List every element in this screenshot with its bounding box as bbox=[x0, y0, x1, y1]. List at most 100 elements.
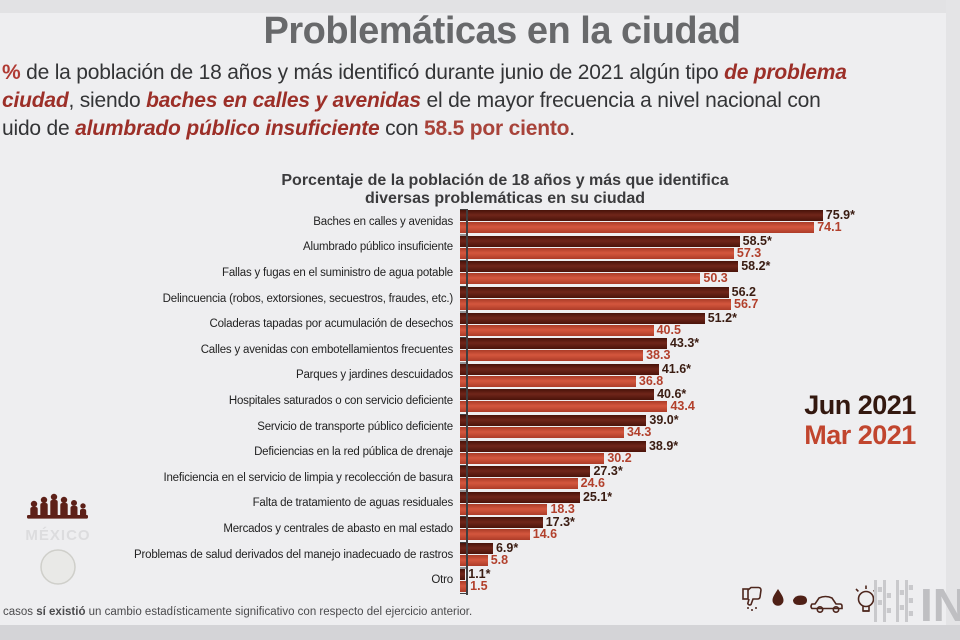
chart-row: Mercados y centrales de abasto en mal es… bbox=[0, 516, 960, 542]
top-band bbox=[0, 0, 960, 13]
category-label: Problemas de salud derivados del manejo … bbox=[134, 548, 453, 561]
bar-mar-2021 bbox=[460, 555, 488, 567]
chart-row: Servicio de transporte público deficient… bbox=[0, 414, 960, 440]
chart-row: Hospitales saturados o con servicio defi… bbox=[0, 388, 960, 414]
value-label-mar-2021: 34.3 bbox=[626, 425, 652, 440]
bar-pair-mar: 56.7 bbox=[460, 298, 758, 310]
value-label-mar-2021: 57.3 bbox=[736, 245, 762, 260]
bar-group: 38.9* 30.2 bbox=[460, 439, 678, 465]
footnote-bold: sí existió bbox=[36, 606, 86, 618]
bar-mar-2021 bbox=[460, 401, 668, 413]
light-bulb-icon bbox=[855, 585, 877, 612]
bar-pair-jun: 27.3* bbox=[460, 465, 623, 477]
category-label: Coladeras tapadas por acumulación de des… bbox=[209, 318, 453, 331]
splash-dots bbox=[747, 607, 757, 611]
bar-jun-2021 bbox=[460, 440, 646, 452]
category-label: Deficiencias en la red pública de drenaj… bbox=[254, 446, 453, 459]
bar-mar-2021 bbox=[460, 427, 624, 439]
bar-pair-jun: 6.9* bbox=[460, 541, 519, 556]
category-label: Hospitales saturados o con servicio defi… bbox=[228, 394, 453, 407]
chart-row: Calles y avenidas con embotellamientos f… bbox=[0, 337, 960, 363]
bar-group: 56.2 56.7 bbox=[460, 285, 758, 310]
value-label-jun-2021: 56.2 bbox=[731, 285, 756, 300]
chart-title-line-2: diversas problemáticas en su ciudad bbox=[364, 190, 646, 207]
chart-row: Problemas de salud derivados del manejo … bbox=[0, 542, 960, 568]
value-label-mar-2021: 30.2 bbox=[607, 450, 632, 465]
inegi-logo: IN bbox=[874, 576, 960, 635]
intro-emphasis: de problema bbox=[724, 61, 847, 84]
bar-pair-mar: 18.3 bbox=[460, 503, 612, 515]
intro-text: de la población de 18 años y más identif… bbox=[26, 61, 725, 84]
bar-mar-2021 bbox=[460, 350, 644, 362]
bar-group: 27.3* 24.6 bbox=[460, 465, 623, 491]
bar-jun-2021 bbox=[460, 261, 739, 273]
value-label-mar-2021: 14.6 bbox=[532, 527, 558, 542]
chart-row: Alumbrado público insuficiente 58.5* 57.3 bbox=[0, 235, 960, 261]
intro-line-2: ciudad, siendo baches en calles y avenid… bbox=[2, 89, 821, 113]
value-label-mar-2021: 40.5 bbox=[656, 322, 681, 337]
value-label-jun-2021: 43.3* bbox=[669, 336, 700, 351]
chart-row: Falta de tratamiento de aguas residuales… bbox=[0, 491, 960, 517]
footnote-text: casos bbox=[3, 606, 37, 618]
bar-mar-2021 bbox=[460, 273, 701, 285]
chart-plot: Baches en calles y avenidas 75.9* 74.1 Alum… bbox=[0, 209, 960, 593]
bar-pair-jun: 43.3* bbox=[460, 336, 700, 351]
bar-pair-mar: 24.6 bbox=[460, 476, 623, 491]
bar-pair-jun: 38.9* bbox=[460, 439, 678, 452]
bar-group: 40.6* 43.4 bbox=[460, 387, 695, 414]
category-label: Calles y avenidas con embotellamientos f… bbox=[200, 343, 453, 356]
water-drop-icon bbox=[772, 589, 784, 606]
bar-pair-jun: 58.5* bbox=[460, 233, 772, 248]
bar-jun-2021 bbox=[460, 363, 659, 375]
bar-pair-mar: 14.6 bbox=[460, 527, 575, 542]
footnote-text: un cambio estadísticamente significativo… bbox=[85, 606, 473, 618]
bar-group: 58.5* 57.3 bbox=[460, 233, 772, 260]
chart-title-line-1: Porcentaje de la población de 18 años y … bbox=[281, 172, 729, 189]
intro-text: el de mayor frecuencia a nivel nacional … bbox=[420, 89, 821, 112]
bar-mar-2021 bbox=[460, 503, 548, 515]
bar-group: 25.1* 18.3 bbox=[460, 489, 613, 515]
bar-pair-mar: 40.5 bbox=[460, 322, 737, 337]
seal-circle bbox=[40, 549, 76, 585]
bar-pair-mar: 5.8 bbox=[460, 554, 518, 567]
chart-row: Coladeras tapadas por acumulación de des… bbox=[0, 311, 960, 337]
value-label-jun-2021: 1.1* bbox=[468, 566, 491, 581]
value-label-mar-2021: 1.5 bbox=[470, 578, 488, 593]
bar-group: 51.2* 40.5 bbox=[460, 311, 737, 337]
value-label-jun-2021: 40.6* bbox=[657, 387, 687, 402]
intro-percent: % bbox=[2, 61, 27, 84]
chart-row: Deficiencias en la red pública de drenaj… bbox=[0, 439, 960, 465]
bar-pair-jun: 51.2* bbox=[460, 311, 737, 324]
category-label: Alumbrado público insuficiente bbox=[303, 241, 453, 254]
value-label-mar-2021: 43.4 bbox=[670, 399, 695, 414]
chart-row: Ineficiencia en el servicio de limpia y … bbox=[0, 465, 960, 491]
chart-row: Parques y jardines descuidados 41.6* 36.8 bbox=[0, 363, 960, 389]
bar-mar-2021 bbox=[460, 452, 605, 464]
value-label-jun-2021: 25.1* bbox=[582, 489, 613, 504]
bar-pair-mar: 30.2 bbox=[460, 450, 678, 465]
intro-emphasis: alumbrado público insuficiente bbox=[75, 117, 380, 140]
bar-pair-mar: 34.3 bbox=[460, 425, 679, 440]
bar-jun-2021 bbox=[460, 210, 823, 222]
bar-pair-jun: 75.9* bbox=[460, 209, 855, 222]
bar-group: 6.9* 5.8 bbox=[460, 541, 519, 567]
bar-jun-2021 bbox=[460, 287, 729, 299]
bar-mar-2021 bbox=[460, 478, 578, 490]
category-label: Falta de tratamiento de aguas residuales bbox=[252, 497, 454, 510]
category-label: Fallas y fugas en el suministro de agua … bbox=[222, 266, 453, 279]
bar-pair-mar: 43.4 bbox=[460, 399, 695, 414]
chart-row: Baches en calles y avenidas 75.9* 74.1 bbox=[0, 209, 960, 235]
bar-group: 39.0* 34.3 bbox=[460, 414, 679, 440]
value-label-jun-2021: 6.9* bbox=[495, 541, 519, 556]
category-label: Ineficiencia en el servicio de limpia y … bbox=[163, 471, 453, 484]
value-label-jun-2021: 58.5* bbox=[742, 233, 772, 248]
value-label-jun-2021: 17.3* bbox=[545, 515, 575, 530]
intro-emphasis: ciudad bbox=[2, 89, 69, 112]
intro-stat: 58.5 por ciento bbox=[424, 117, 570, 140]
intro-text: . bbox=[569, 117, 575, 140]
thumbs-down-icon bbox=[742, 586, 762, 606]
value-label-mar-2021: 24.6 bbox=[580, 476, 605, 491]
bar-jun-2021 bbox=[460, 543, 493, 555]
intro-line-1: % de la población de 18 años y más ident… bbox=[2, 61, 847, 85]
